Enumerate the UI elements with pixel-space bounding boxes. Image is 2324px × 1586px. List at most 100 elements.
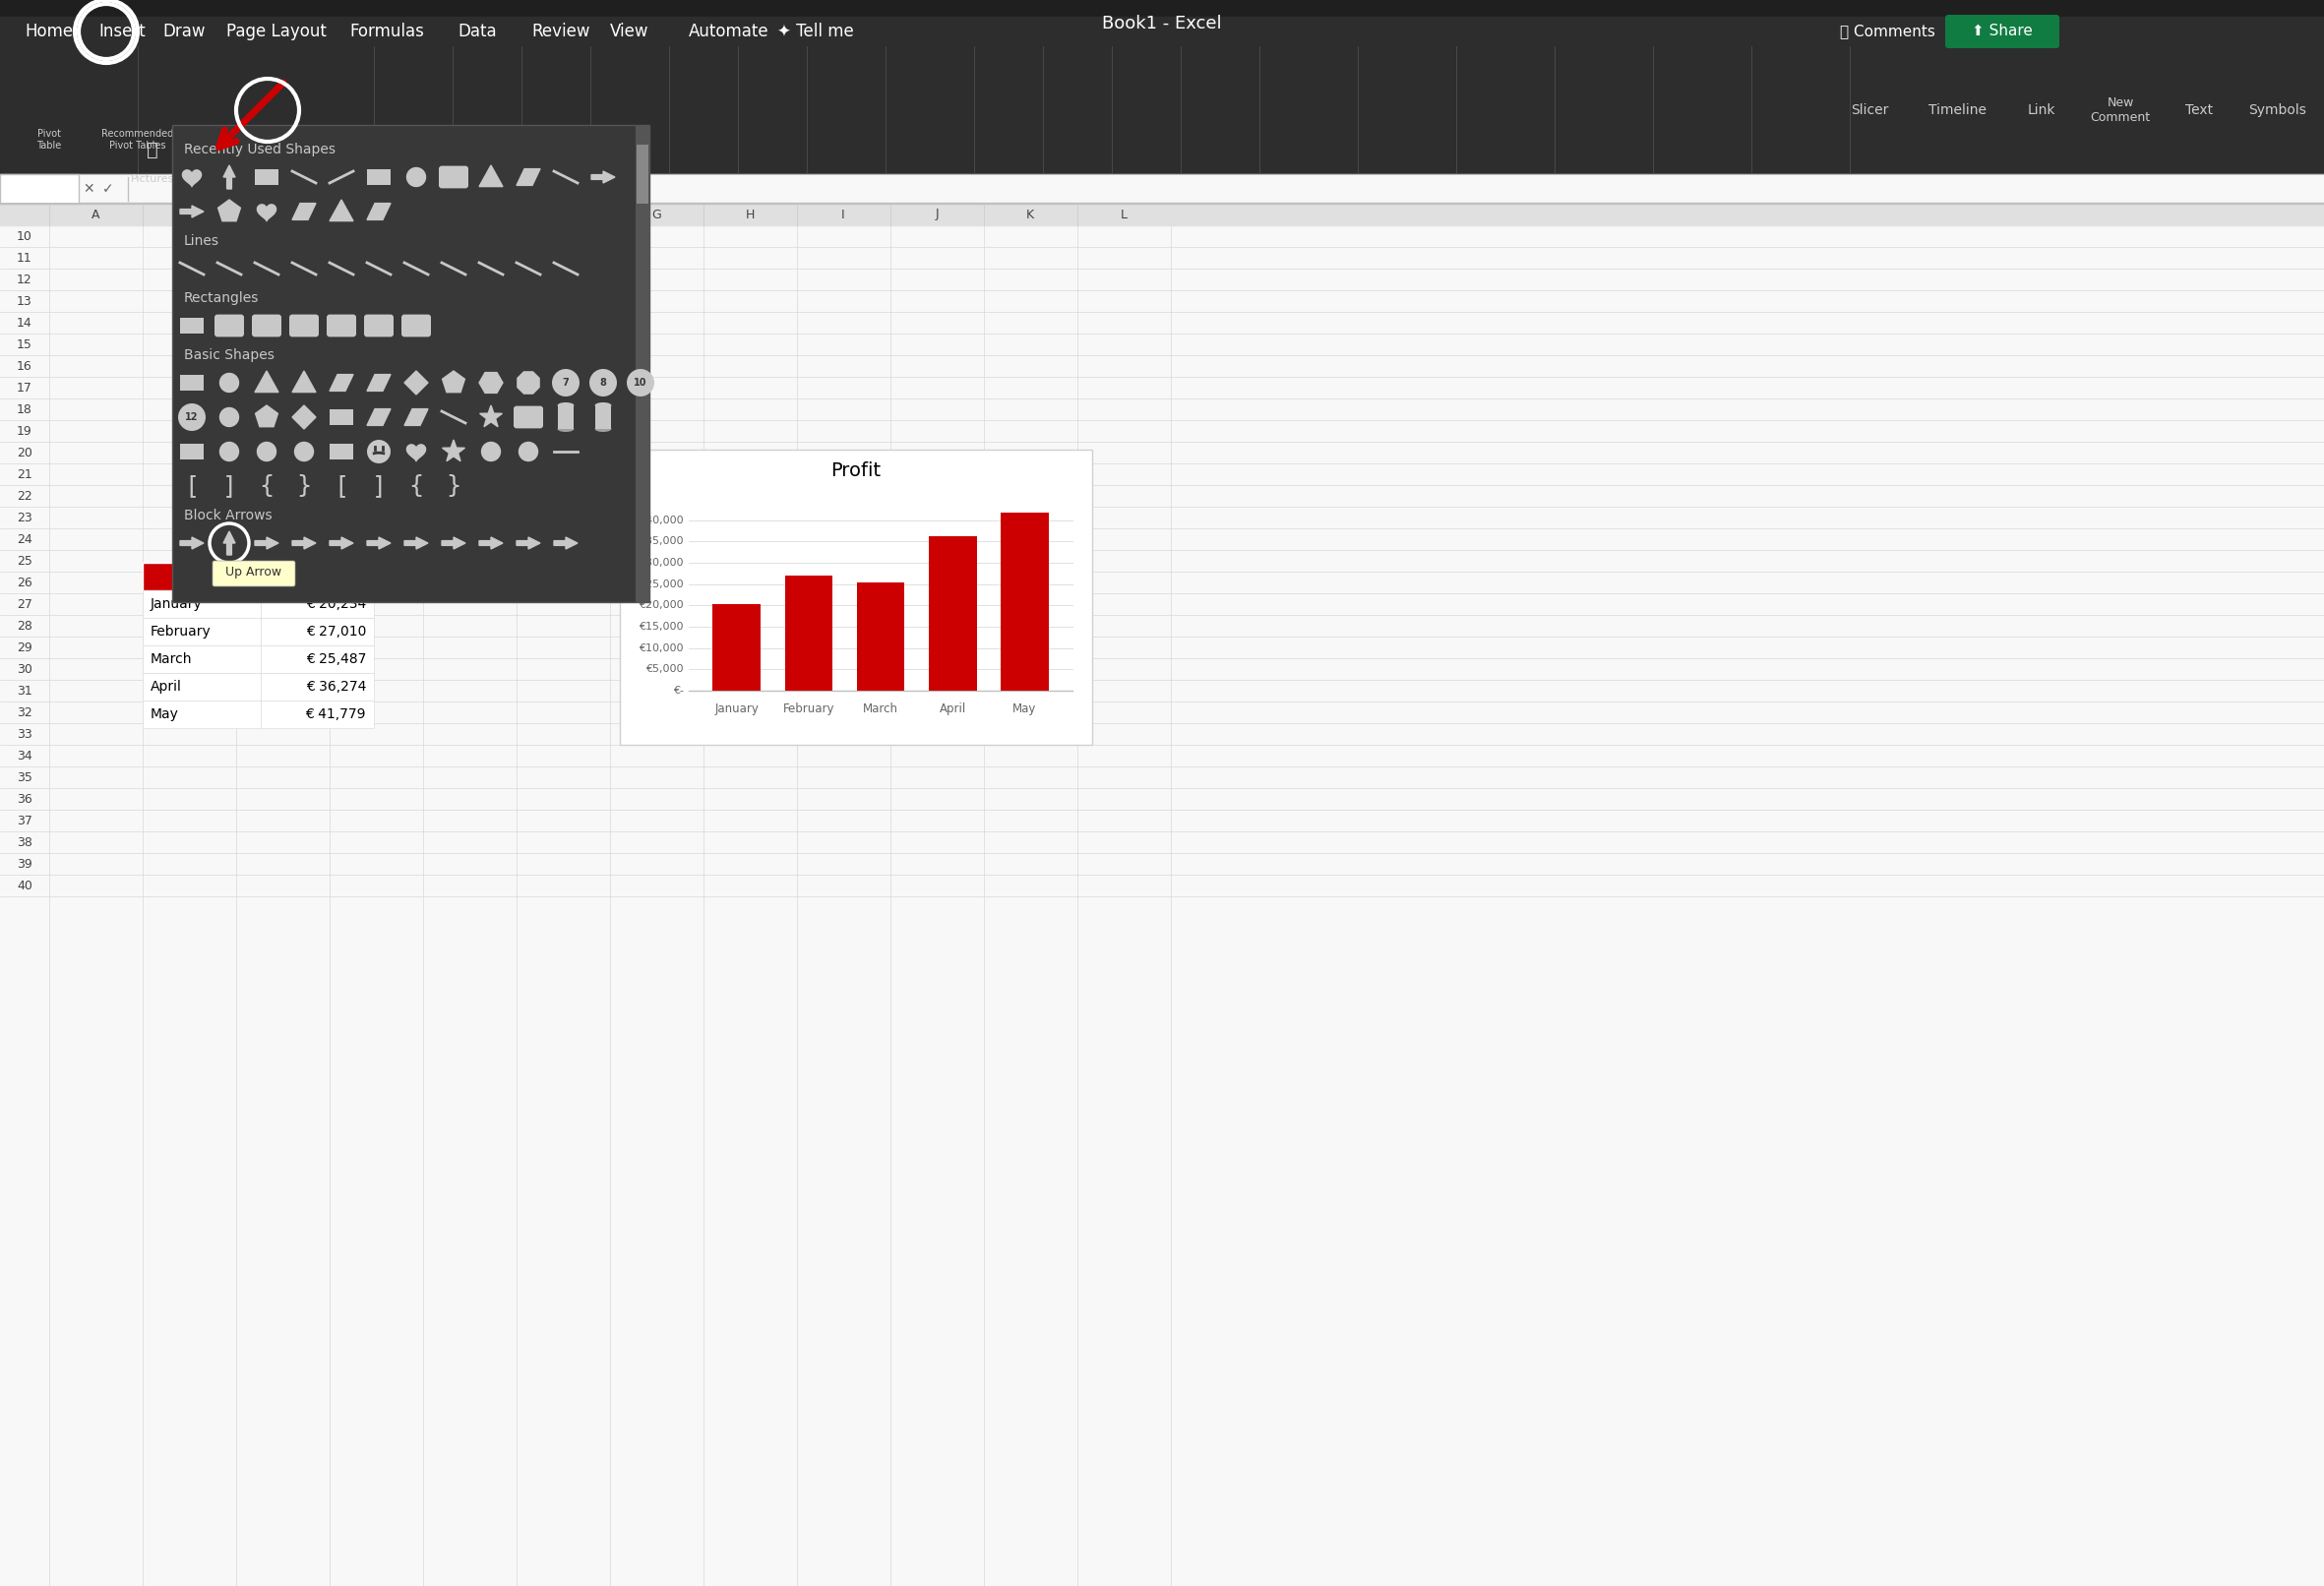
Ellipse shape <box>558 403 574 408</box>
Text: Month: Month <box>174 569 228 584</box>
Text: €40,000: €40,000 <box>639 515 683 525</box>
Polygon shape <box>553 538 579 549</box>
Text: E: E <box>465 208 474 220</box>
FancyBboxPatch shape <box>251 314 281 336</box>
Bar <box>179 444 205 460</box>
Bar <box>637 144 648 203</box>
Bar <box>1002 512 1048 690</box>
Polygon shape <box>367 374 390 392</box>
Text: 14: 14 <box>16 316 33 330</box>
Text: ✦ Tell me: ✦ Tell me <box>776 22 853 40</box>
Bar <box>0 17 2324 46</box>
Text: Timeline: Timeline <box>1929 103 1987 117</box>
Bar <box>260 701 374 728</box>
Text: Basic Shapes: Basic Shapes <box>184 349 274 362</box>
Polygon shape <box>367 538 390 549</box>
Bar <box>142 646 260 672</box>
Polygon shape <box>223 165 235 189</box>
Text: March: March <box>151 652 193 666</box>
Text: Table: Table <box>174 135 200 144</box>
Text: 39: 39 <box>16 858 33 871</box>
Text: January: January <box>713 703 758 715</box>
Bar <box>142 619 260 646</box>
Text: Book1 - Excel: Book1 - Excel <box>1102 14 1222 32</box>
Text: Pictures: Pictures <box>130 174 174 184</box>
Polygon shape <box>256 406 279 427</box>
Circle shape <box>295 441 314 462</box>
Polygon shape <box>518 371 539 393</box>
Bar <box>621 449 1092 745</box>
FancyBboxPatch shape <box>439 167 469 189</box>
FancyBboxPatch shape <box>211 561 295 587</box>
Text: Automate: Automate <box>688 22 769 40</box>
Text: €-: €- <box>674 685 683 696</box>
Polygon shape <box>442 538 465 549</box>
Circle shape <box>481 441 502 462</box>
Text: 24: 24 <box>16 533 33 546</box>
Text: F: F <box>560 208 567 220</box>
Text: Slicer: Slicer <box>1850 103 1889 117</box>
Bar <box>260 563 374 590</box>
Text: 16: 16 <box>16 360 33 373</box>
Text: B: B <box>184 208 193 220</box>
Text: Data: Data <box>458 22 497 40</box>
Bar <box>930 536 976 690</box>
Bar <box>558 406 574 428</box>
Bar <box>260 672 374 701</box>
Text: Home: Home <box>26 22 72 40</box>
Text: 12: 12 <box>186 412 198 422</box>
Polygon shape <box>256 538 279 549</box>
Text: [: [ <box>184 474 200 498</box>
Text: €35,000: €35,000 <box>639 536 683 546</box>
FancyBboxPatch shape <box>514 406 544 428</box>
Text: ✕: ✕ <box>84 182 95 195</box>
Text: 17: 17 <box>16 381 33 393</box>
Text: H: H <box>746 208 755 220</box>
Text: ⬭: ⬭ <box>237 143 244 157</box>
Text: € 20,234: € 20,234 <box>307 598 365 611</box>
Text: 18: 18 <box>16 403 33 416</box>
Polygon shape <box>442 371 465 392</box>
Polygon shape <box>179 206 205 217</box>
Text: K: K <box>1027 208 1034 220</box>
Text: €5,000: €5,000 <box>646 665 683 674</box>
Polygon shape <box>590 171 616 182</box>
Polygon shape <box>404 538 428 549</box>
Text: Review: Review <box>532 22 590 40</box>
Text: 23: 23 <box>16 511 33 523</box>
Circle shape <box>218 373 239 393</box>
Bar <box>142 701 260 728</box>
Text: G: G <box>651 208 660 220</box>
Text: €20,000: €20,000 <box>639 601 683 611</box>
Circle shape <box>630 373 651 393</box>
Text: ⬤: ⬤ <box>195 143 209 157</box>
Text: 27: 27 <box>16 598 33 611</box>
Bar <box>0 135 2324 165</box>
Text: ✓: ✓ <box>102 182 114 195</box>
Text: February: February <box>783 703 834 715</box>
Bar <box>142 672 260 701</box>
Bar <box>172 125 648 603</box>
Text: Lines: Lines <box>184 235 218 247</box>
Text: € 27,010: € 27,010 <box>307 625 365 639</box>
Bar <box>179 317 205 335</box>
Text: 7: 7 <box>562 377 569 387</box>
Circle shape <box>218 441 239 462</box>
Text: € 41,779: € 41,779 <box>304 707 365 722</box>
Text: 29: 29 <box>16 641 33 653</box>
Text: 38: 38 <box>16 836 33 849</box>
Polygon shape <box>404 371 428 395</box>
Polygon shape <box>479 538 502 549</box>
Text: 12: 12 <box>16 273 33 285</box>
Text: [: [ <box>335 474 349 498</box>
Bar <box>367 168 390 186</box>
Text: February: February <box>151 625 211 639</box>
Polygon shape <box>367 203 390 220</box>
Polygon shape <box>293 371 316 392</box>
Circle shape <box>218 408 239 427</box>
Bar <box>260 619 374 646</box>
Polygon shape <box>223 531 235 555</box>
FancyBboxPatch shape <box>328 314 356 336</box>
Text: 32: 32 <box>16 706 33 718</box>
Text: 19: 19 <box>16 425 33 438</box>
